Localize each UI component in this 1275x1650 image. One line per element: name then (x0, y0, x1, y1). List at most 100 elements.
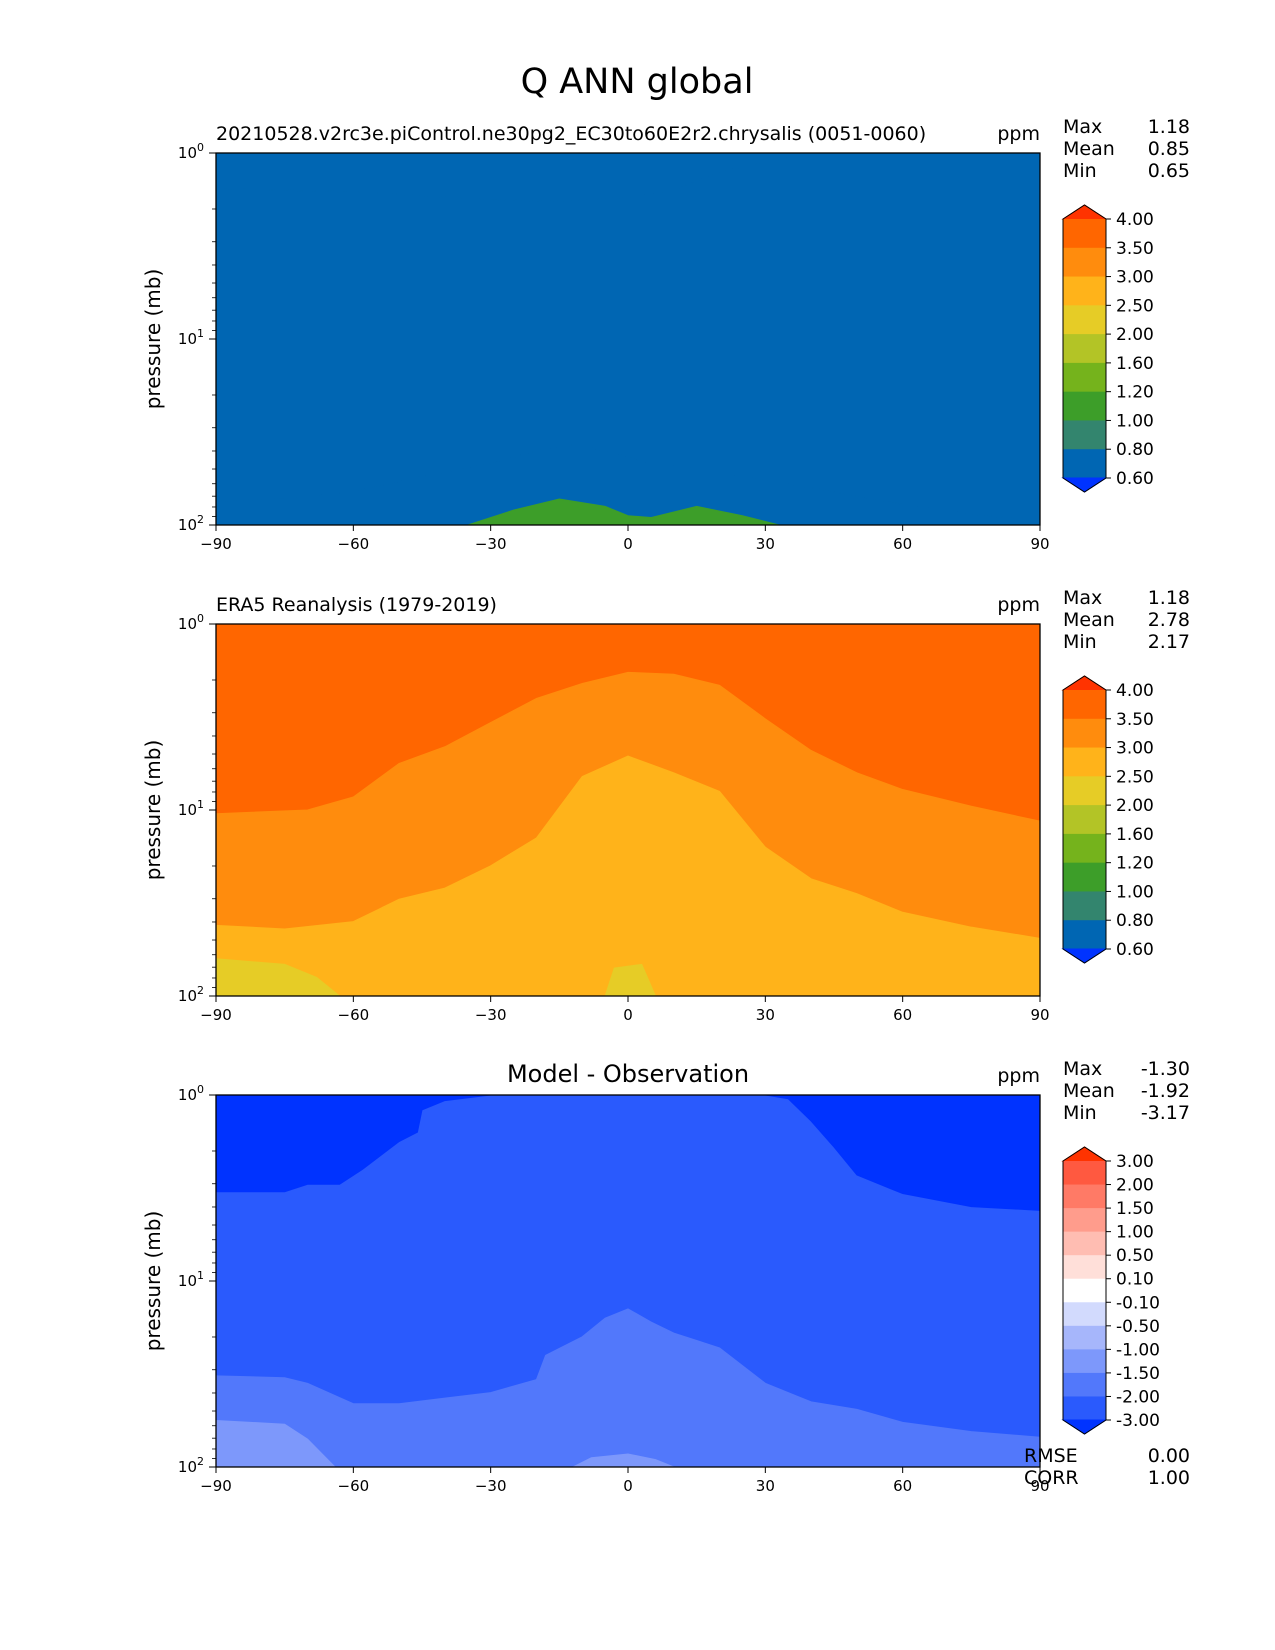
x-tick-label: 60 (893, 1006, 912, 1024)
x-tick-label: 30 (756, 1006, 775, 1024)
x-tick-label: 0 (623, 1006, 633, 1024)
stat-value: 0.65 (1148, 160, 1190, 182)
colorbar: 0.60 0.80 1.00 1.20 1.60 2.00 2.50 3.00 3.50 4.00 (1061, 204, 1154, 493)
colorbar-extension-min (1061, 477, 1108, 493)
y-tick-label: 101 (178, 327, 204, 348)
x-tick-label: 60 (893, 1477, 912, 1495)
colorbar-label: 1.00 (1116, 411, 1154, 431)
colorbar-label: 2.00 (1116, 1176, 1154, 1196)
panel-2: −90 −60 −30 0 30 60 90 100 101 102 pressure (mb) ER… (141, 587, 1190, 1024)
stat-label: Max (1063, 587, 1102, 609)
colorbar-extension-max (1061, 1146, 1108, 1162)
colorbar-label: 2.50 (1116, 767, 1154, 787)
colorbar-label: 0.60 (1116, 469, 1154, 489)
colorbar-band (1063, 1396, 1106, 1421)
colorbar-band (1063, 891, 1106, 921)
contour-region-1 (216, 1095, 1040, 1211)
colorbar-band (1063, 247, 1106, 278)
colorbar: 0.60 0.80 1.00 1.20 1.60 2.00 2.50 3.00 3.50 4.00 (1061, 675, 1154, 964)
x-tick-label: 60 (893, 535, 912, 553)
colorbar-extension-max (1061, 204, 1108, 220)
colorbar-extension-min (1061, 1419, 1108, 1435)
x-tick-label: −30 (475, 1006, 507, 1024)
contour-region-2 (216, 755, 1040, 996)
panel-1: −90 −60 −30 0 30 60 90 100 101 102 pressure (mb) 20… (141, 116, 1190, 553)
x-tick-label: 0 (623, 1477, 633, 1495)
colorbar-band (1063, 1231, 1106, 1256)
units-label: ppm (997, 594, 1040, 616)
y-axis-label: pressure (mb) (141, 1211, 165, 1352)
stat-label: Mean (1063, 1080, 1115, 1102)
colorbar-label: -3.00 (1116, 1411, 1160, 1431)
x-tick-label: −60 (338, 1006, 370, 1024)
x-tick-label: −90 (200, 1006, 232, 1024)
stat-label: Min (1063, 1102, 1097, 1124)
x-tick-label: 30 (756, 535, 775, 553)
y-tick-label: 102 (178, 513, 204, 534)
panel-title: Model - Observation (507, 1060, 749, 1088)
stat-value: -1.92 (1141, 1080, 1190, 1102)
y-tick-label: 101 (178, 798, 204, 819)
contour-region-1 (216, 153, 1040, 525)
x-tick-label: 0 (623, 535, 633, 553)
colorbar-label: -1.00 (1116, 1340, 1160, 1360)
colorbar-band (1063, 276, 1106, 306)
stat-label: Max (1063, 1058, 1102, 1080)
x-tick-label: −90 (200, 535, 232, 553)
colorbar-band (1063, 1372, 1106, 1397)
stat-value: 0.00 (1148, 1445, 1190, 1467)
stat-value: -3.17 (1141, 1102, 1190, 1124)
x-tick-label: 90 (1030, 1006, 1049, 1024)
colorbar-band (1063, 747, 1106, 777)
contour-region-2 (216, 444, 1040, 525)
colorbar-extension-max (1061, 675, 1108, 691)
x-tick-label: 90 (1030, 1477, 1049, 1495)
colorbar-band (1063, 1325, 1106, 1350)
colorbar-label: 3.00 (1116, 1152, 1154, 1172)
colorbar-band (1063, 1278, 1106, 1303)
colorbar-label: 3.50 (1116, 239, 1154, 259)
contour-region-4 (604, 963, 657, 996)
colorbar-band (1063, 805, 1106, 835)
x-tick-label: −90 (200, 1477, 232, 1495)
colorbar-label: 3.00 (1116, 739, 1154, 759)
panel-3: −90 −60 −30 0 30 60 90 100 101 102 pressure (mb) Mo… (141, 1058, 1190, 1495)
colorbar-band (1063, 718, 1106, 749)
stat-label: Mean (1063, 609, 1115, 631)
colorbar-label: 0.80 (1116, 911, 1154, 931)
colorbar-band (1063, 391, 1106, 421)
colorbar-label: 3.00 (1116, 268, 1154, 288)
colorbar-band (1063, 305, 1106, 335)
x-tick-label: −60 (338, 535, 370, 553)
colorbar-label: -2.00 (1116, 1387, 1160, 1407)
colorbar-label: 4.00 (1116, 681, 1154, 701)
y-tick-label: 100 (178, 141, 204, 162)
contour-field (216, 1095, 1040, 1467)
colorbar-label: 1.20 (1116, 854, 1154, 874)
y-axis-label: pressure (mb) (141, 740, 165, 881)
stat-label: Max (1063, 116, 1102, 138)
colorbar-label: 0.10 (1116, 1270, 1154, 1290)
colorbar-band (1063, 1161, 1106, 1186)
colorbar-band (1063, 1349, 1106, 1374)
colorbar-band (1063, 1255, 1106, 1280)
stat-value: -1.30 (1141, 1058, 1190, 1080)
contour-region-3 (216, 1419, 336, 1467)
y-tick-label: 102 (178, 984, 204, 1005)
x-tick-label: −30 (475, 1477, 507, 1495)
x-tick-label: 90 (1030, 535, 1049, 553)
colorbar-extension-min (1061, 948, 1108, 964)
colorbar-label: 1.60 (1116, 354, 1154, 374)
panel-title: ERA5 Reanalysis (1979-2019) (216, 594, 497, 616)
contour-region-3 (467, 498, 780, 525)
colorbar-label: 2.00 (1116, 796, 1154, 816)
colorbar-label: 1.50 (1116, 1199, 1154, 1219)
colorbar-label: -0.10 (1116, 1293, 1160, 1313)
units-label: ppm (997, 1065, 1040, 1087)
colorbar-band (1063, 776, 1106, 806)
stat-value: 1.18 (1148, 116, 1190, 138)
contour-field (216, 624, 1040, 996)
colorbar-label: 0.60 (1116, 940, 1154, 960)
colorbar-band (1063, 362, 1106, 393)
